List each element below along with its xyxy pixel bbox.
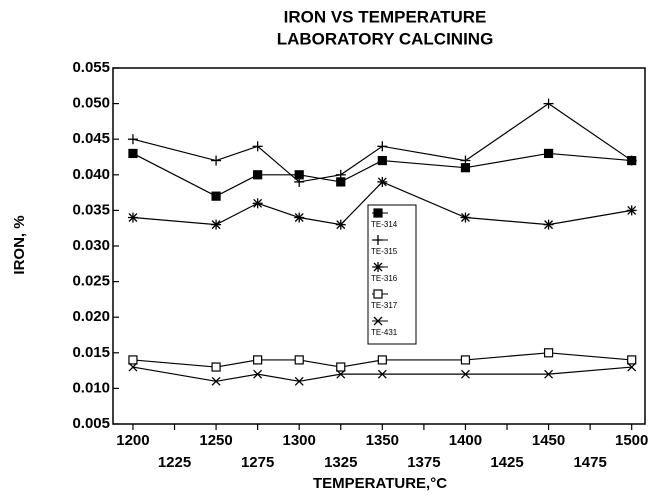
marker: [211, 376, 221, 386]
marker: [460, 369, 470, 379]
legend-label: TE-431: [371, 328, 398, 337]
marker: [252, 141, 263, 152]
y-tick-label: 0.035: [72, 201, 110, 218]
marker: [128, 148, 138, 159]
marker: [373, 316, 383, 326]
legend-label: TE-317: [371, 301, 398, 310]
marker: [543, 219, 554, 230]
marker: [460, 212, 471, 223]
marker: [294, 176, 305, 187]
y-tick-label: 0.015: [72, 344, 110, 361]
marker: [211, 155, 222, 166]
legend-label: TE-315: [371, 247, 398, 256]
marker: [627, 362, 637, 372]
marker: [253, 369, 263, 379]
marker: [377, 369, 387, 379]
marker: [211, 219, 222, 230]
y-tick-label: 0.010: [72, 379, 110, 396]
marker: [127, 134, 138, 145]
x-tick-label: 1275: [241, 454, 274, 471]
marker: [211, 191, 221, 201]
x-tick-label: 1375: [407, 454, 440, 471]
y-tick-label: 0.025: [72, 273, 110, 290]
marker: [627, 355, 637, 365]
y-axis-label: IRON, %: [11, 215, 28, 274]
marker: [336, 362, 346, 372]
x-tick-label: 1425: [490, 454, 523, 471]
x-tick-label: 1450: [532, 432, 565, 449]
marker: [373, 235, 383, 245]
x-tick-label: 1300: [283, 432, 316, 449]
marker: [253, 355, 263, 365]
marker: [543, 348, 554, 358]
x-tick-label: 1200: [116, 432, 149, 449]
marker: [127, 212, 138, 223]
marker: [294, 212, 305, 223]
marker: [373, 208, 383, 218]
marker: [335, 219, 346, 230]
x-tick-label: 1475: [573, 454, 606, 471]
marker: [626, 205, 637, 216]
marker: [211, 362, 221, 372]
y-tick-label: 0.040: [72, 166, 110, 183]
marker: [335, 169, 346, 180]
marker: [460, 355, 471, 365]
marker: [373, 289, 383, 299]
x-tick-label: 1400: [449, 432, 482, 449]
marker: [252, 198, 263, 209]
legend-label: TE-316: [371, 274, 398, 283]
marker: [294, 355, 304, 365]
marker: [294, 376, 304, 386]
y-tick-label: 0.045: [72, 130, 110, 147]
legend-label: TE-314: [371, 220, 398, 229]
marker: [377, 141, 388, 152]
y-tick-label: 0.030: [72, 237, 110, 254]
marker: [373, 262, 383, 272]
marker: [377, 176, 388, 187]
marker: [336, 369, 346, 379]
x-tick-label: 1500: [615, 432, 648, 449]
marker: [460, 155, 471, 166]
chart-title: IRON VS TEMPERATURE: [284, 7, 487, 26]
x-tick-label: 1325: [324, 454, 357, 471]
marker: [128, 355, 138, 365]
marker: [543, 148, 554, 159]
marker: [626, 155, 637, 166]
x-tick-label: 1225: [158, 454, 191, 471]
x-tick-label: 1350: [366, 432, 399, 449]
marker: [543, 98, 554, 109]
x-axis-label: TEMPERATURE,°C: [313, 475, 447, 492]
chart-subtitle: LABORATORY CALCINING: [277, 29, 494, 48]
marker: [253, 170, 263, 180]
x-tick-label: 1250: [199, 432, 232, 449]
marker: [377, 355, 387, 365]
marker: [377, 155, 387, 166]
marker: [544, 369, 554, 379]
marker: [128, 362, 138, 372]
y-tick-label: 0.020: [72, 308, 110, 325]
y-tick-label: 0.050: [72, 95, 110, 112]
y-tick-label: 0.055: [72, 59, 110, 76]
y-tick-label: 0.005: [72, 415, 110, 432]
